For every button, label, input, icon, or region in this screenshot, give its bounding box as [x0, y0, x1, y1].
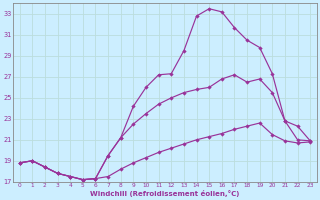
- X-axis label: Windchill (Refroidissement éolien,°C): Windchill (Refroidissement éolien,°C): [90, 190, 240, 197]
